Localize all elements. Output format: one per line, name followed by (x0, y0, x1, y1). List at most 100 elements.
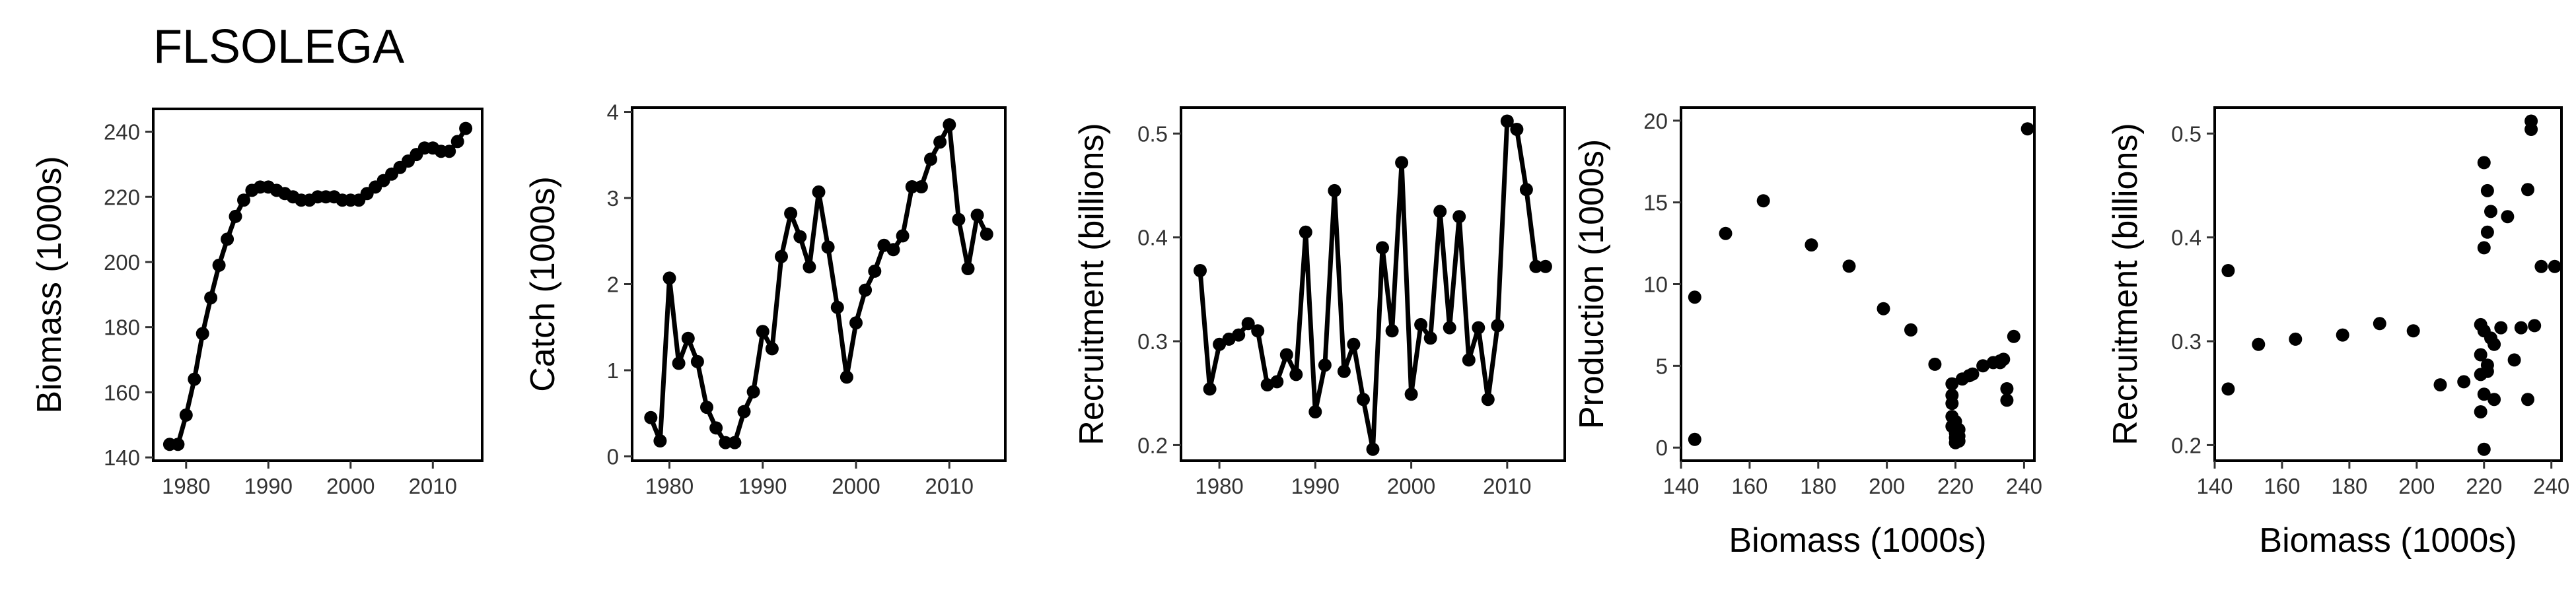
data-point (2336, 328, 2349, 342)
data-point (1928, 357, 1942, 371)
data-point (1279, 348, 1293, 362)
y-tick-label: 0.4 (2171, 226, 2201, 250)
data-point (2514, 321, 2528, 335)
data-point (2221, 264, 2235, 277)
data-point (2021, 122, 2034, 136)
y-tick-label: 160 (104, 380, 140, 405)
x-tick-label: 160 (2264, 474, 2300, 498)
y-tick-label: 1 (607, 358, 619, 383)
y-tick-label: 200 (104, 250, 140, 275)
data-point (2477, 241, 2491, 255)
data-point (2524, 114, 2538, 128)
data-point (2534, 259, 2548, 273)
data-point (1232, 328, 1246, 342)
data-point (1203, 382, 1217, 396)
page-title: FLSOLEGA (153, 20, 405, 73)
data-point (2548, 259, 2561, 273)
data-point (728, 436, 742, 449)
x-tick-label: 180 (1800, 474, 1836, 498)
x-tick-label: 140 (2196, 474, 2233, 498)
data-point (700, 401, 713, 414)
series-line (648, 122, 989, 446)
y-axis-label: Biomass (1000s) (30, 156, 69, 413)
data-point (2474, 348, 2487, 362)
x-tick-label: 1980 (645, 474, 694, 498)
data-point (1385, 324, 1399, 338)
data-point (2433, 378, 2447, 392)
y-tick-label: 0 (607, 444, 619, 469)
plot-frame (1180, 106, 1566, 462)
data-point (2221, 382, 2235, 396)
data-point (1395, 156, 1409, 170)
y-tick-label: 0.2 (1137, 433, 1168, 457)
data-point (737, 405, 751, 418)
data-point (765, 342, 779, 356)
x-tick-label: 240 (2006, 474, 2042, 498)
data-point (905, 180, 919, 193)
data-point (1347, 337, 1361, 351)
data-point (2000, 382, 2014, 395)
data-point (1529, 259, 1543, 273)
data-point (1289, 368, 1303, 381)
y-tick-label: 20 (1643, 109, 1668, 133)
data-point (1366, 442, 1380, 456)
data-point (2477, 442, 2491, 456)
x-tick-label: 1990 (244, 474, 293, 498)
x-tick-label: 2010 (409, 474, 457, 498)
data-point (2494, 321, 2508, 335)
data-point (1194, 264, 1207, 277)
data-point (943, 118, 956, 132)
data-point (2477, 156, 2491, 170)
production-vs-biomass-chart: 140 160 180 200 220 240 0 5 10 15 20 Production (10… (1573, 106, 2042, 560)
x-tick-label: 1980 (162, 474, 210, 498)
x-tick-label: 2010 (925, 474, 974, 498)
x-tick-label: 200 (1869, 474, 1905, 498)
data-point (849, 316, 863, 330)
data-point (212, 258, 226, 272)
y-tick-label: 0 (1656, 436, 1668, 460)
data-point (1688, 432, 1701, 446)
data-point (1500, 114, 1514, 128)
data-point (961, 262, 975, 275)
x-tick-label: 2010 (1483, 474, 1531, 498)
y-tick-label: 0.2 (2171, 433, 2201, 457)
data-point (690, 354, 704, 368)
data-point (2487, 393, 2501, 407)
x-tick-label: 1980 (1195, 474, 1243, 498)
data-point (2406, 324, 2420, 338)
data-point (1688, 290, 1701, 304)
x-tick-label: 240 (2533, 474, 2569, 498)
data-point (719, 436, 733, 449)
data-point (1414, 317, 1428, 331)
data-point (821, 240, 835, 254)
data-point (1945, 377, 1959, 391)
data-point (459, 121, 473, 135)
data-point (1538, 259, 1552, 273)
data-point (1404, 387, 1418, 401)
data-point (188, 372, 201, 386)
x-tick-label: 140 (1663, 474, 1699, 498)
data-point (1952, 434, 1966, 448)
y-tick-label: 220 (104, 185, 140, 209)
data-point (933, 135, 947, 149)
data-point (812, 185, 826, 199)
data-point (924, 152, 937, 166)
data-point (171, 438, 185, 451)
data-point (2521, 183, 2534, 197)
data-point (840, 370, 853, 384)
data-point (1318, 358, 1332, 372)
x-tick-label: 2000 (326, 474, 375, 498)
y-tick-label: 2 (607, 273, 619, 297)
x-tick-label: 220 (1937, 474, 1974, 498)
data-point (793, 230, 807, 244)
data-point (859, 283, 873, 297)
data-point (237, 193, 250, 207)
data-point (229, 209, 242, 223)
data-point (1443, 321, 1456, 335)
data-point (1433, 205, 1447, 218)
y-tick-label: 180 (104, 315, 140, 340)
data-point (2487, 337, 2501, 351)
x-tick-label: 180 (2331, 474, 2367, 498)
data-point (1997, 352, 2011, 366)
data-point (1491, 319, 1505, 333)
